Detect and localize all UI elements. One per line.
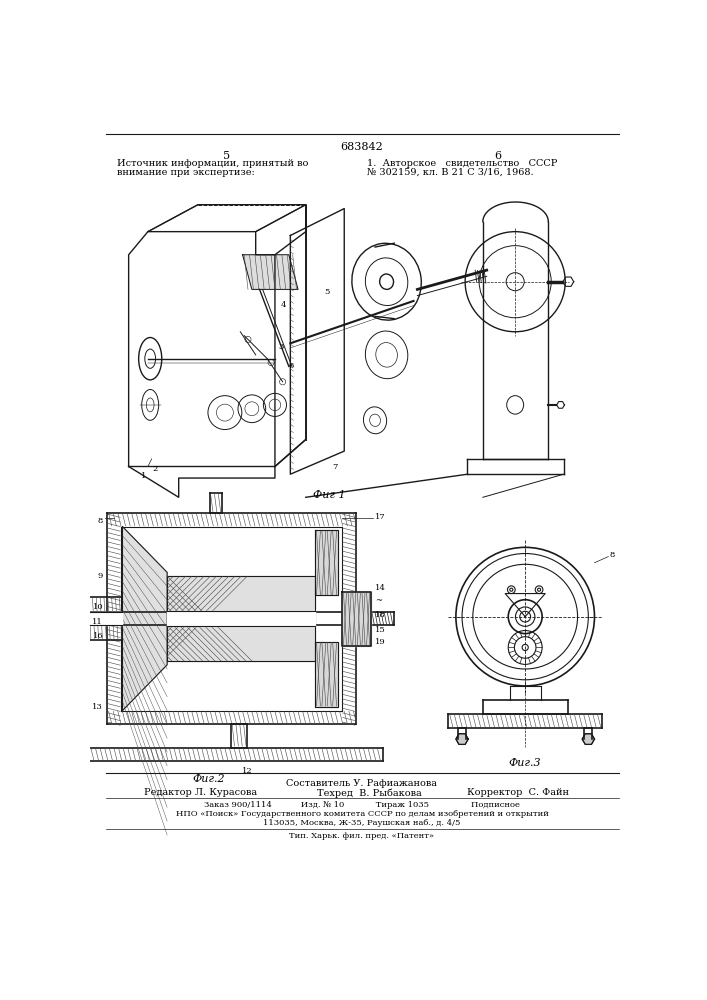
Text: Фиг.2: Фиг.2 — [192, 774, 225, 784]
Text: Заказ 900/1114           Изд. № 10            Тираж 1035                Подписно: Заказ 900/1114 Изд. № 10 Тираж 1035 Подп… — [204, 801, 520, 809]
Text: 12: 12 — [242, 767, 252, 775]
Text: 6: 6 — [495, 151, 502, 161]
Text: 10: 10 — [93, 603, 103, 611]
Text: № 302159, кл. В 21 С 3/16, 1968.: № 302159, кл. В 21 С 3/16, 1968. — [368, 168, 534, 177]
Text: 8: 8 — [610, 551, 615, 559]
Text: Источник информации, принятый во: Источник информации, принятый во — [117, 158, 308, 167]
Text: 683842: 683842 — [341, 142, 383, 152]
Text: Корректор  С. Файн: Корректор С. Файн — [467, 788, 569, 797]
Text: 1.  Авторское   свидетельство   СССР: 1. Авторское свидетельство СССР — [368, 158, 558, 167]
Text: 16: 16 — [93, 632, 103, 640]
Text: 6: 6 — [288, 362, 294, 370]
Text: 113035, Москва, Ж-35, Раушская наб., д. 4/5: 113035, Москва, Ж-35, Раушская наб., д. … — [263, 819, 461, 827]
Polygon shape — [315, 642, 338, 707]
Text: 17: 17 — [375, 513, 386, 521]
Text: 5: 5 — [223, 151, 230, 161]
Polygon shape — [456, 734, 468, 744]
Polygon shape — [582, 734, 595, 744]
Text: 3: 3 — [279, 343, 284, 351]
Text: 18: 18 — [375, 611, 386, 619]
Text: 15: 15 — [375, 626, 386, 634]
Polygon shape — [243, 255, 298, 289]
Polygon shape — [65, 612, 122, 625]
Text: НПО «Поиск» Государственного комитета СССР по делам изобретений и открытий: НПО «Поиск» Государственного комитета СС… — [175, 810, 549, 818]
Text: 2: 2 — [153, 465, 158, 473]
Polygon shape — [122, 527, 167, 711]
Text: 5: 5 — [325, 288, 330, 296]
Polygon shape — [167, 576, 315, 661]
Text: 19: 19 — [375, 638, 386, 646]
Text: ~: ~ — [375, 598, 382, 606]
Text: 9: 9 — [98, 572, 103, 580]
Text: 7: 7 — [332, 463, 338, 471]
Text: 11: 11 — [93, 618, 103, 626]
Text: Составитель У. Рафиажанова: Составитель У. Рафиажанова — [286, 779, 438, 788]
Text: 4: 4 — [281, 301, 286, 309]
Text: Техред  В. Рыбакова: Техред В. Рыбакова — [317, 788, 422, 798]
Text: Тип. Харьк. фил. пред. «Патент»: Тип. Харьк. фил. пред. «Патент» — [289, 832, 435, 840]
Polygon shape — [167, 611, 315, 626]
Text: внимание при экспертизе:: внимание при экспертизе: — [117, 168, 255, 177]
Text: 13: 13 — [93, 703, 103, 711]
Text: Фиг 1: Фиг 1 — [312, 490, 345, 500]
Polygon shape — [315, 530, 338, 595]
Text: Редактор Л. Курасова: Редактор Л. Курасова — [144, 788, 257, 797]
Polygon shape — [342, 592, 371, 646]
Text: Фиг.3: Фиг.3 — [509, 758, 542, 768]
Text: 14: 14 — [375, 584, 386, 592]
Text: 8: 8 — [98, 517, 103, 525]
Text: 1: 1 — [141, 472, 147, 480]
